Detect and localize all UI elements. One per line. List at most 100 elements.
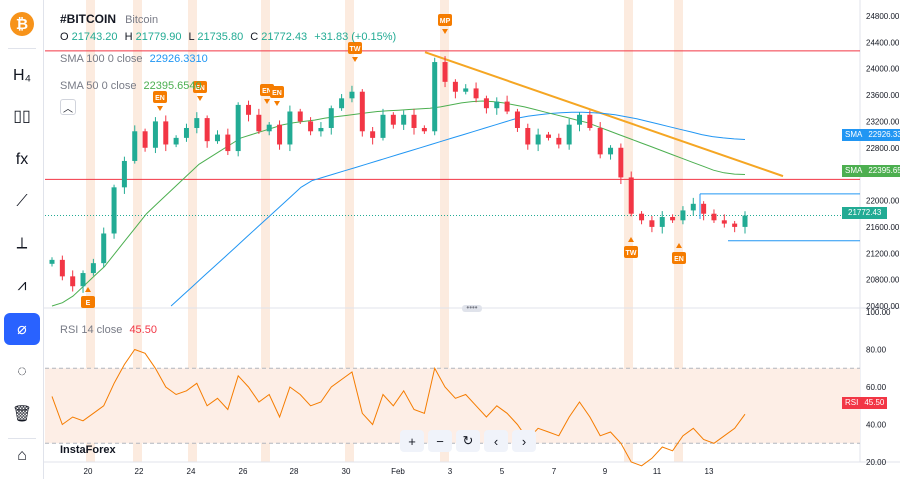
event-arrow-icon — [85, 287, 91, 292]
sma100-price-badge: SMA 22926.33 — [842, 129, 900, 141]
open-value: 21743.20 — [71, 31, 118, 43]
candle-body — [90, 263, 96, 274]
rsi-badge-value: 45.50 — [861, 397, 888, 409]
rsi-legend[interactable]: RSI 14 close 45.50 — [60, 324, 157, 336]
bar-chart-type-icon[interactable]: H₄ — [12, 67, 32, 84]
candle-body — [473, 88, 479, 99]
candle-body — [277, 124, 283, 145]
candle-body — [370, 131, 376, 138]
rsi-line — [51, 348, 746, 467]
rsi-tick-label: 60.00 — [866, 383, 887, 392]
candle-body — [556, 137, 562, 145]
event-marker-box — [153, 91, 167, 103]
symbol-legend: #BITCOIN Bitcoin — [60, 12, 158, 26]
event-marker-label: EN — [262, 88, 272, 95]
price-tick-label: 24000.00 — [866, 65, 900, 74]
rsi-tick-label: 100.00 — [866, 308, 891, 317]
event-arrow-icon — [676, 243, 682, 248]
event-arrow-icon — [442, 29, 448, 34]
candle-body — [225, 134, 231, 152]
candle-body — [742, 215, 748, 227]
rsi-value: 45.50 — [129, 324, 157, 336]
event-marker: E — [81, 287, 95, 308]
time-tick-label: 24 — [187, 467, 196, 476]
scroll-left-button[interactable]: ‹ — [484, 430, 508, 452]
candle-body — [339, 98, 345, 109]
sma50-badge-label: SMA — [842, 165, 866, 177]
sma50-label: SMA 50 0 close — [60, 80, 137, 92]
pane-resize-handle[interactable]: •••• — [462, 304, 482, 312]
candle-body — [442, 62, 448, 82]
brand-watermark: InstaForex — [60, 444, 116, 456]
rsi-price-badge: RSI 45.50 — [842, 397, 888, 409]
price-tick-label: 20800.00 — [866, 276, 900, 285]
sma100-badge-label: SMA — [842, 129, 866, 141]
rsi-band — [45, 368, 860, 444]
event-arrow-icon — [628, 237, 634, 242]
candles-icon[interactable]: ▯▯ — [13, 108, 31, 125]
sma100-line — [170, 111, 746, 307]
candle-body — [701, 203, 707, 214]
ohlc-legend: O 21743.20 H 21779.90 L 21735.80 C 21772… — [60, 31, 396, 43]
delete-all-icon[interactable]: 🗑 — [11, 406, 33, 423]
candle-body — [483, 98, 489, 109]
measure-icon[interactable]: ⟂ — [16, 235, 28, 252]
collapse-legend-button[interactable]: ︿ — [60, 99, 76, 115]
sma100-label: SMA 100 0 close — [60, 53, 143, 65]
candle-body — [70, 276, 76, 287]
event-marker-label: EN — [195, 85, 205, 92]
sma100-legend[interactable]: SMA 100 0 close 22926.3310 — [60, 53, 208, 65]
scroll-right-button[interactable]: › — [512, 430, 536, 452]
time-tick-label: 7 — [552, 467, 557, 476]
candle-body — [214, 134, 220, 142]
sma50-value: 22395.6540 — [143, 80, 202, 92]
candle-body — [504, 101, 510, 112]
reset-button[interactable]: ↻ — [456, 430, 480, 452]
indicators-icon[interactable]: fx — [15, 151, 29, 168]
time-tick-label: 5 — [500, 467, 505, 476]
price-tick-label: 21600.00 — [866, 223, 900, 232]
event-arrow-icon — [352, 57, 358, 62]
event-marker-label: MP — [440, 18, 451, 25]
candle-body — [328, 108, 334, 128]
candle-body — [597, 127, 603, 155]
instrument-name: Bitcoin — [125, 14, 159, 26]
price-tick-label: 23600.00 — [866, 91, 900, 100]
candle-body — [525, 127, 531, 145]
hide-drawings-icon[interactable]: ◌ — [17, 363, 27, 380]
event-arrow-icon — [197, 96, 203, 101]
event-band — [674, 0, 683, 462]
event-marker-box — [270, 86, 284, 98]
candle-body — [463, 88, 469, 92]
event-band — [133, 0, 142, 462]
bitcoin-logo-icon[interactable]: ₿ — [10, 12, 34, 36]
patterns-icon[interactable]: ⩘ — [17, 277, 27, 294]
candle-body — [183, 127, 189, 138]
event-marker-label: EN — [272, 90, 282, 97]
candle-body — [649, 220, 655, 227]
candle-body — [639, 213, 645, 221]
event-band — [345, 0, 354, 462]
candle-body — [421, 127, 427, 132]
magnet-icon[interactable]: ⌀ — [4, 313, 40, 345]
zoom-out-button[interactable]: − — [428, 430, 452, 452]
candle-body — [711, 213, 717, 221]
candle-body — [721, 220, 727, 224]
candle-body — [121, 160, 127, 188]
candle-body — [101, 233, 107, 264]
candle-body — [152, 121, 158, 148]
event-band — [261, 0, 270, 462]
time-tick-label: 28 — [290, 467, 299, 476]
event-marker-box — [193, 81, 207, 93]
candle-body — [577, 114, 583, 125]
trend-line-icon[interactable]: ⟋ — [16, 193, 28, 210]
event-marker-label: EN — [155, 95, 165, 102]
event-marker: EN — [270, 86, 284, 106]
lock-icon[interactable]: ⌂ — [17, 447, 27, 464]
candle-body — [80, 273, 86, 287]
event-marker-box — [81, 296, 95, 308]
sma50-legend[interactable]: SMA 50 0 close 22395.6540 — [60, 80, 202, 92]
candle-body — [680, 210, 686, 221]
zoom-in-button[interactable]: + — [400, 430, 424, 452]
